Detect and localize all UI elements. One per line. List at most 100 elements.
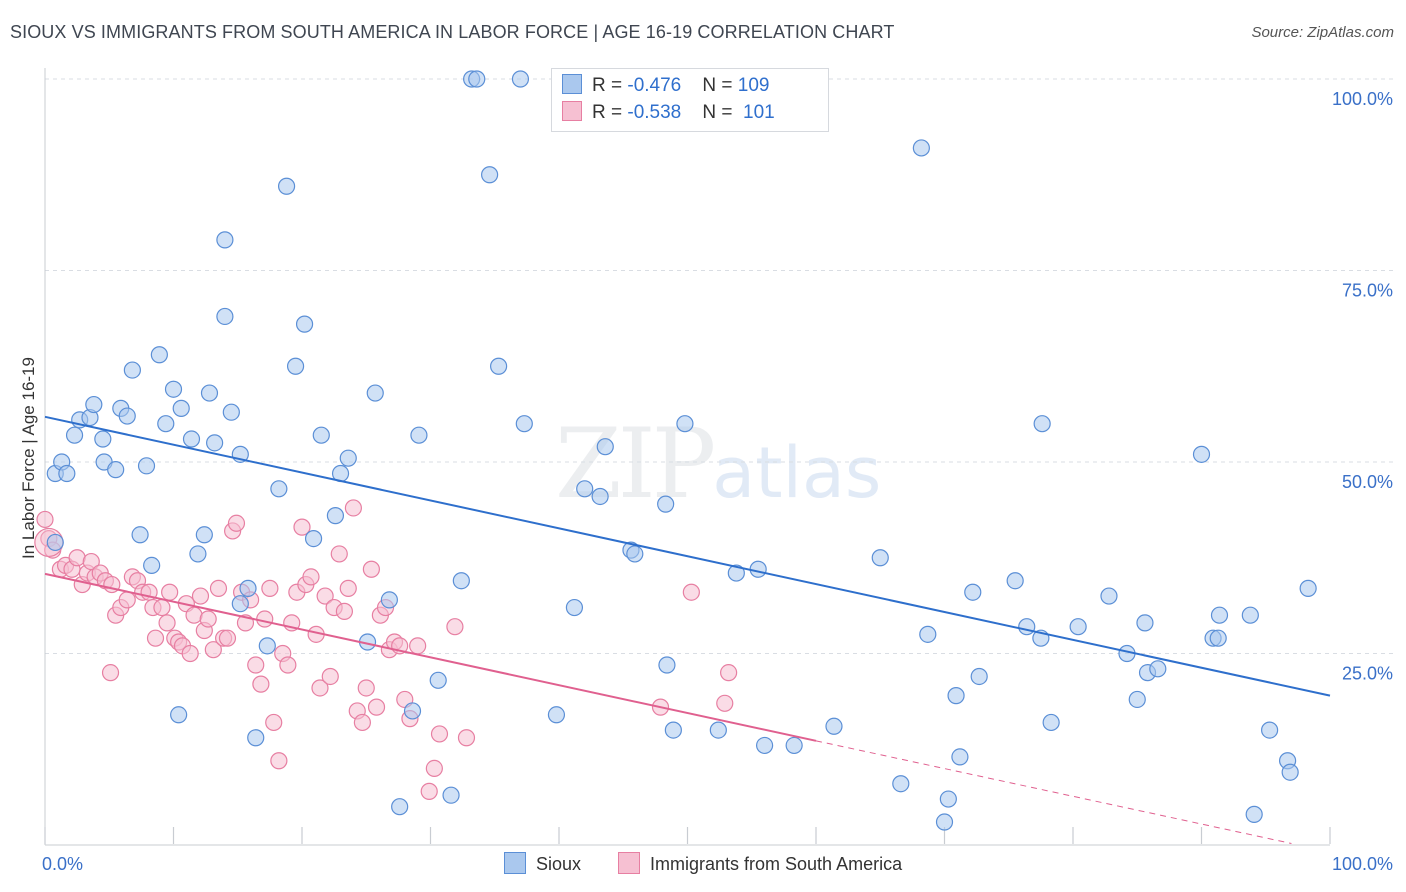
point-immigrants <box>311 679 329 697</box>
point-sioux <box>912 139 930 157</box>
point-sioux <box>239 579 257 597</box>
point-immigrants <box>252 675 270 693</box>
point-sioux <box>247 729 265 747</box>
point-sioux <box>403 702 422 720</box>
bottom-legend-label-sioux: Sioux <box>536 854 582 874</box>
bottom-legend-swatch-sioux <box>504 852 526 874</box>
point-sioux <box>1245 805 1263 823</box>
point-sioux <box>442 786 460 804</box>
point-sioux <box>547 706 566 724</box>
point-sioux <box>391 798 409 816</box>
point-sioux <box>596 438 614 456</box>
point-sioux <box>270 480 288 498</box>
point-immigrants <box>353 713 371 732</box>
point-immigrants <box>68 549 86 567</box>
point-immigrants <box>279 656 297 674</box>
y-tick-label: 25.0% <box>1342 664 1393 684</box>
point-sioux <box>182 430 201 448</box>
series-immigrants-points <box>34 499 738 800</box>
point-sioux <box>410 426 428 444</box>
point-sioux <box>1299 579 1317 597</box>
point-immigrants <box>335 602 354 620</box>
point-immigrants <box>227 514 246 532</box>
point-sioux <box>785 736 803 755</box>
point-immigrants <box>302 568 320 586</box>
point-sioux <box>1069 618 1087 636</box>
point-sioux <box>1209 629 1227 647</box>
point-immigrants <box>218 629 237 647</box>
point-sioux <box>626 545 644 563</box>
point-sioux <box>964 583 982 601</box>
point-sioux <box>511 70 530 88</box>
point-immigrants <box>357 679 375 697</box>
point-sioux <box>727 564 745 582</box>
point-immigrants <box>199 610 217 628</box>
legend-r-label: R = <box>592 75 628 96</box>
point-sioux <box>892 775 910 793</box>
point-sioux <box>216 231 234 249</box>
point-sioux <box>951 748 969 766</box>
point-sioux <box>380 591 398 609</box>
point-immigrants <box>367 698 386 716</box>
bottom-legend-label-immigrants: Immigrants from South America <box>650 854 903 874</box>
point-sioux <box>164 380 183 398</box>
point-sioux <box>195 526 213 544</box>
point-sioux <box>709 721 727 739</box>
point-sioux <box>118 407 136 425</box>
point-immigrants <box>261 579 279 597</box>
correlation-legend: R = -0.476 N = 109 R = -0.538 N = 101 <box>551 68 829 132</box>
point-sioux <box>429 671 447 689</box>
point-immigrants <box>330 545 348 563</box>
trend-line-immigrants <box>44 572 817 742</box>
point-immigrants <box>344 499 362 517</box>
point-sioux <box>871 549 889 567</box>
point-immigrants <box>316 587 334 605</box>
point-immigrants <box>265 713 283 732</box>
point-sioux <box>452 572 470 590</box>
point-sioux <box>107 461 125 479</box>
legend-swatch-sioux <box>562 74 582 94</box>
point-immigrants <box>339 579 357 597</box>
point-immigrants <box>321 667 339 686</box>
point-sioux <box>749 560 767 578</box>
point-sioux <box>326 507 345 525</box>
point-immigrants <box>118 591 136 609</box>
point-sioux <box>565 598 584 617</box>
point-sioux <box>277 177 296 195</box>
point-immigrants <box>457 729 476 747</box>
y-tick-label: 75.0% <box>1342 281 1393 301</box>
point-sioux <box>258 637 276 655</box>
point-sioux <box>1241 606 1259 624</box>
point-immigrants <box>409 637 427 655</box>
legend-swatch-immigrants <box>562 101 582 121</box>
point-sioux <box>468 70 486 88</box>
point-immigrants <box>446 618 464 636</box>
point-sioux <box>935 813 954 831</box>
trend-lines <box>44 415 1331 844</box>
point-sioux <box>515 415 533 433</box>
point-sioux <box>65 426 84 444</box>
point-sioux <box>1210 606 1229 624</box>
series-sioux-points <box>46 70 1317 831</box>
axes <box>44 68 1331 846</box>
point-sioux <box>366 384 384 402</box>
grid-lines <box>45 78 1393 654</box>
point-immigrants <box>209 579 228 597</box>
point-sioux <box>947 687 965 705</box>
point-immigrants <box>425 759 443 778</box>
legend-row-sioux: R = -0.476 N = 109 <box>562 74 769 100</box>
source-credit: Source: ZipAtlas.com <box>1251 24 1394 41</box>
point-immigrants <box>204 641 222 659</box>
point-sioux <box>1136 614 1154 632</box>
point-sioux <box>664 721 682 739</box>
point-sioux <box>970 667 988 686</box>
point-sioux <box>1033 415 1051 433</box>
axis-labels: 100.0% 75.0% 50.0% 25.0% 0.0% 100.0% In Labor … <box>19 89 1393 874</box>
point-sioux <box>143 556 161 575</box>
point-sioux <box>1128 690 1146 709</box>
point-immigrants <box>362 560 380 578</box>
legend-n-label: N = <box>702 102 738 123</box>
y-axis-title: In Labor Force | Age 16-19 <box>19 357 38 559</box>
point-sioux <box>295 315 314 333</box>
point-sioux <box>94 430 112 448</box>
